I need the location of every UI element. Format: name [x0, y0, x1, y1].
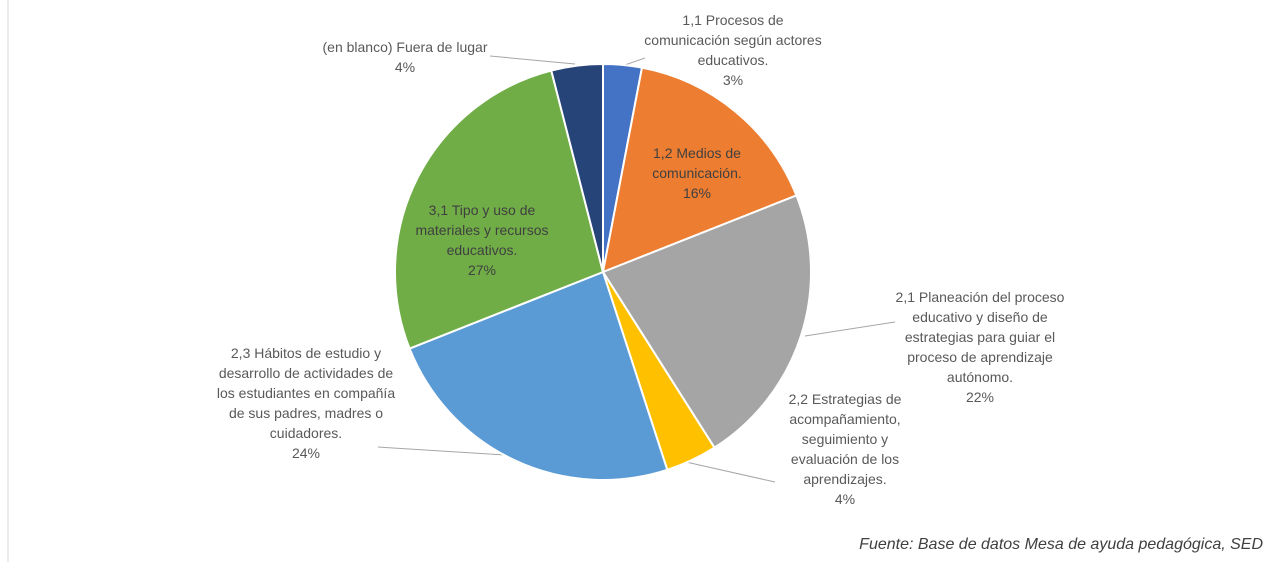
pie-slice: [394, 69, 605, 350]
category-name: 2,2 Estrategias de acompañamiento, segui…: [788, 391, 902, 487]
category-name: 2,1 Planeación del proceso educativo y d…: [895, 289, 1065, 385]
slice-label: (en blanco) Fuera de lugar 4%: [315, 37, 495, 77]
pie-slice: [550, 62, 604, 273]
source-note: Fuente: Base de datos Mesa de ayuda peda…: [859, 536, 1263, 553]
category-name: 2,3 Hábitos de estudio y desarrollo de a…: [216, 345, 396, 441]
value-label: 4%: [834, 491, 856, 507]
pie-slice: [601, 194, 812, 450]
leader-lines: [377, 55, 896, 483]
slice-label: 2,1 Planeación del proceso educativo y d…: [890, 287, 1070, 407]
category-name: (en blanco) Fuera de lugar: [322, 39, 488, 55]
slice-label: 1,2 Medios de comunicación. 16%: [632, 143, 762, 203]
value-label: 24%: [291, 445, 321, 461]
slice-label: 2,2 Estrategias de acompañamiento, segui…: [770, 389, 920, 509]
value-label: 16%: [682, 185, 712, 201]
pie-slice: [601, 66, 798, 274]
slice-label: 1,1 Procesos de comunicación según actor…: [643, 10, 823, 90]
value-label: 3%: [722, 72, 744, 88]
category-name: 3,1 Tipo y uso de materiales y recursos …: [415, 202, 549, 258]
value-label: 4%: [394, 59, 416, 75]
category-name: 1,2 Medios de comunicación.: [652, 145, 742, 181]
value-label: 22%: [965, 389, 995, 405]
category-name: 1,1 Procesos de comunicación según actor…: [644, 12, 822, 68]
slice-label: 2,3 Hábitos de estudio y desarrollo de a…: [216, 343, 396, 463]
slice-label: 3,1 Tipo y uso de materiales y recursos …: [397, 200, 567, 280]
value-label: 27%: [467, 262, 497, 278]
